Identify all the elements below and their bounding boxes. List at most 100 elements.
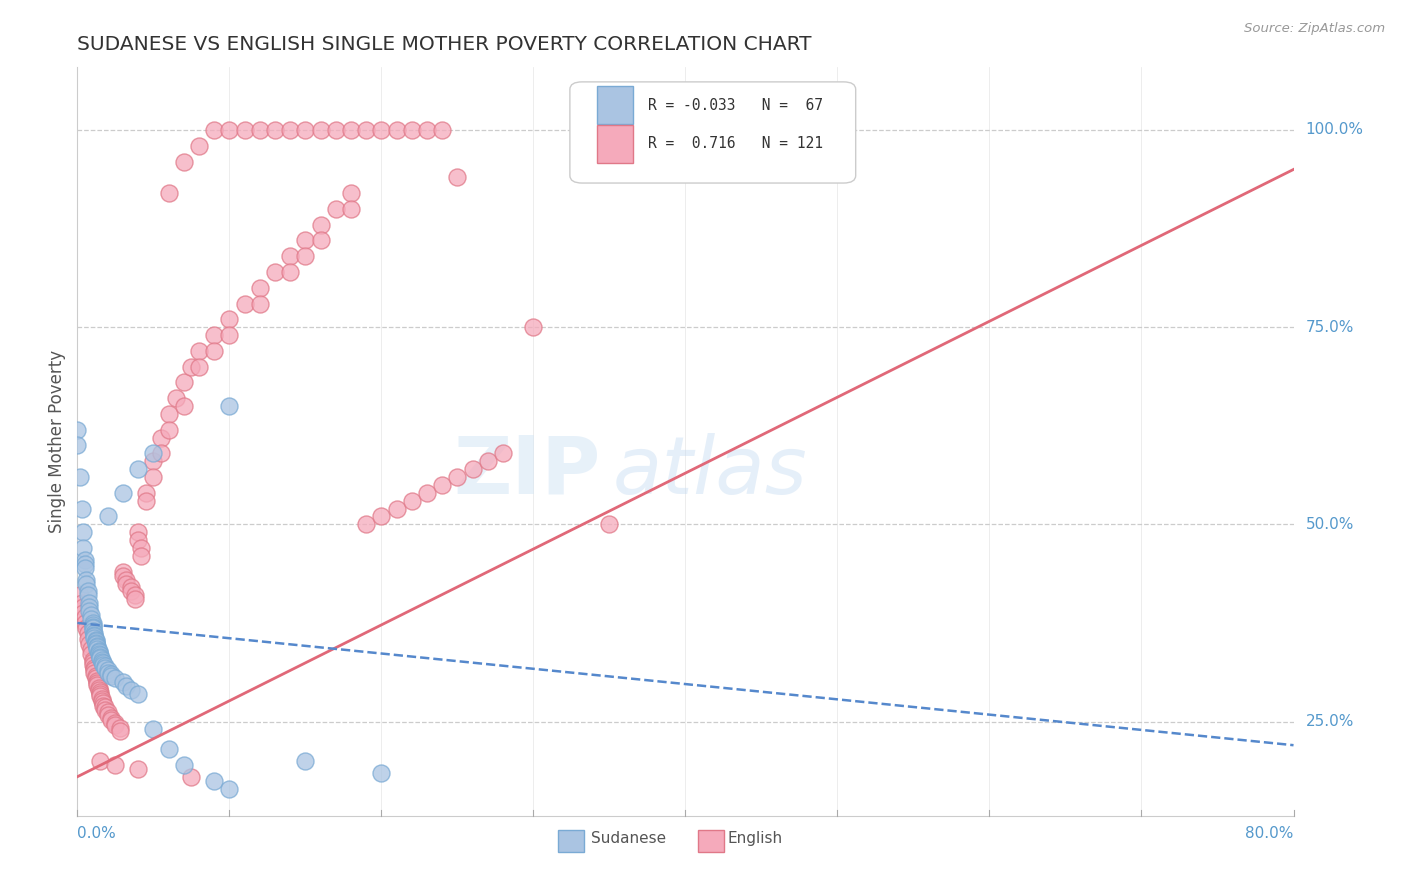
FancyBboxPatch shape: [596, 87, 633, 124]
Point: [91, 698, 114, 713]
Point: [309, 218, 332, 232]
Point: [86, 640, 108, 655]
Point: [416, 485, 439, 500]
Point: [72, 525, 94, 540]
Point: [264, 123, 287, 137]
Point: [127, 462, 149, 476]
Point: [73, 553, 96, 567]
Point: [127, 687, 149, 701]
Point: [70, 501, 93, 516]
Point: [142, 454, 165, 468]
Text: 80.0%: 80.0%: [1246, 826, 1294, 840]
Point: [135, 485, 157, 500]
Point: [90, 691, 112, 706]
Point: [83, 626, 105, 640]
Point: [173, 376, 195, 390]
Point: [97, 705, 120, 719]
Text: 0.0%: 0.0%: [77, 826, 117, 840]
Point: [385, 501, 408, 516]
Point: [91, 656, 114, 670]
Point: [79, 604, 101, 618]
Point: [100, 667, 122, 681]
Point: [180, 770, 202, 784]
Point: [86, 642, 108, 657]
Point: [97, 665, 120, 680]
Point: [75, 573, 97, 587]
Point: [278, 249, 301, 263]
Point: [354, 517, 377, 532]
Point: [278, 265, 301, 279]
Point: [430, 123, 453, 137]
Point: [129, 541, 152, 555]
Point: [82, 618, 104, 632]
Point: [86, 676, 108, 690]
Point: [477, 454, 499, 468]
Point: [79, 637, 101, 651]
Point: [72, 606, 94, 620]
Point: [87, 683, 110, 698]
Point: [108, 721, 131, 735]
Point: [294, 754, 316, 768]
Point: [111, 565, 134, 579]
Point: [66, 438, 89, 452]
Point: [104, 671, 127, 685]
Point: [87, 643, 110, 657]
Point: [104, 718, 127, 732]
Point: [173, 399, 195, 413]
Point: [82, 622, 104, 636]
Point: [91, 697, 114, 711]
Point: [83, 663, 105, 677]
Point: [416, 123, 439, 137]
Point: [90, 694, 112, 708]
Point: [188, 138, 211, 153]
Point: [89, 651, 111, 665]
Point: [249, 281, 271, 295]
Point: [77, 632, 100, 646]
FancyBboxPatch shape: [596, 125, 633, 162]
Point: [111, 485, 134, 500]
Point: [249, 296, 271, 310]
Point: [87, 647, 110, 661]
Text: English: English: [728, 831, 783, 847]
Point: [115, 573, 138, 587]
Point: [72, 541, 94, 555]
Point: [77, 626, 100, 640]
Point: [233, 296, 256, 310]
Text: Sudanese: Sudanese: [591, 831, 665, 847]
Point: [104, 716, 127, 731]
Text: R =  0.716   N = 121: R = 0.716 N = 121: [648, 136, 823, 152]
Point: [202, 773, 225, 788]
Point: [86, 678, 108, 692]
Point: [75, 576, 97, 591]
Point: [83, 631, 105, 645]
Point: [188, 359, 211, 374]
Point: [401, 123, 423, 137]
Point: [294, 249, 316, 263]
FancyBboxPatch shape: [569, 82, 856, 183]
Point: [461, 462, 484, 476]
FancyBboxPatch shape: [558, 830, 585, 852]
Point: [69, 588, 91, 602]
Point: [309, 123, 332, 137]
Point: [87, 681, 110, 695]
Point: [278, 123, 301, 137]
Point: [120, 581, 142, 595]
Point: [82, 653, 104, 667]
Point: [202, 123, 225, 137]
Point: [90, 653, 112, 667]
Point: [84, 637, 107, 651]
Point: [598, 517, 620, 532]
Text: 25.0%: 25.0%: [1306, 714, 1354, 729]
Point: [142, 470, 165, 484]
Point: [89, 690, 111, 704]
Point: [93, 700, 115, 714]
Point: [100, 713, 122, 727]
Point: [218, 123, 240, 137]
Point: [100, 710, 122, 724]
Point: [80, 612, 103, 626]
Point: [188, 343, 211, 358]
Point: [75, 622, 97, 636]
Point: [135, 493, 157, 508]
Point: [73, 615, 96, 630]
Point: [249, 123, 271, 137]
